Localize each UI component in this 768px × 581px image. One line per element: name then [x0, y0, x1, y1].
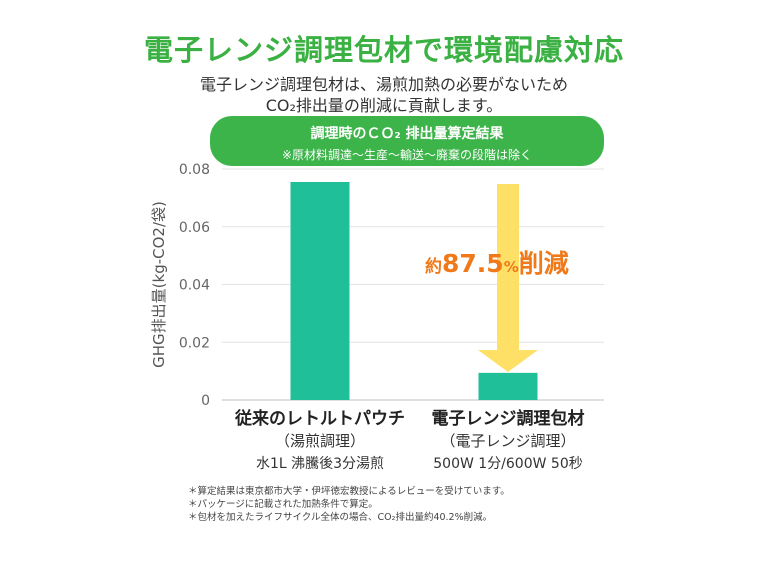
footnote-1: ＊算定結果は東京都市大学・伊坪徳宏教授によるレビューを受けています。 — [188, 486, 510, 497]
x-category-condition: 500W 1分/600W 50秒 — [433, 456, 582, 472]
banner-title: 調理時のＣＯ₂ 排出量算定結果 — [310, 126, 504, 142]
y-tick-label: 0.02 — [179, 335, 210, 351]
y-axis-label: GHG排出量(kg-CO2/袋) — [150, 201, 168, 368]
footnote-3: ＊包材を加えたライフサイクル全体の場合、CO₂排出量約40.2%削減。 — [188, 512, 493, 523]
footnotes: ＊算定結果は東京都市大学・伊坪徳宏教授によるレビューを受けています。 ＊パッケー… — [188, 485, 510, 524]
result-banner: 調理時のＣＯ₂ 排出量算定結果 ※原材料調達～生産～輸送～廃棄の段階は除く — [210, 116, 604, 166]
subtitle-line-1: 電子レンジ調理包材は、湯煎加熱の必要がないため — [199, 75, 568, 94]
footnote-2: ＊パッケージに記載された加熱条件で算定。 — [188, 499, 378, 510]
subtitle-line-2: CO₂排出量の削減に貢献します。 — [265, 96, 503, 115]
x-category-label: 従来のレトルトパウチ — [234, 408, 405, 429]
bar — [478, 372, 538, 400]
page-title: 電子レンジ調理包材で環境配慮対応 — [143, 33, 624, 67]
x-category-sublabel: （湯煎調理） — [275, 432, 365, 450]
reduction-label: 約87.5%削減 — [425, 249, 569, 278]
y-tick-label: 0.04 — [179, 278, 210, 294]
x-category-label: 電子レンジ調理包材 — [432, 408, 585, 429]
y-tick-label: 0 — [201, 393, 210, 409]
x-category-sublabel: （電子レンジ調理） — [440, 432, 575, 450]
y-tick-label: 0.06 — [179, 220, 210, 236]
bar — [290, 181, 350, 400]
banner-note: ※原材料調達～生産～輸送～廃棄の段階は除く — [281, 148, 533, 162]
reduction-arrow — [478, 184, 538, 372]
y-tick-label: 0.08 — [179, 162, 210, 178]
x-category-condition: 水1L 沸騰後3分湯煎 — [256, 455, 384, 472]
